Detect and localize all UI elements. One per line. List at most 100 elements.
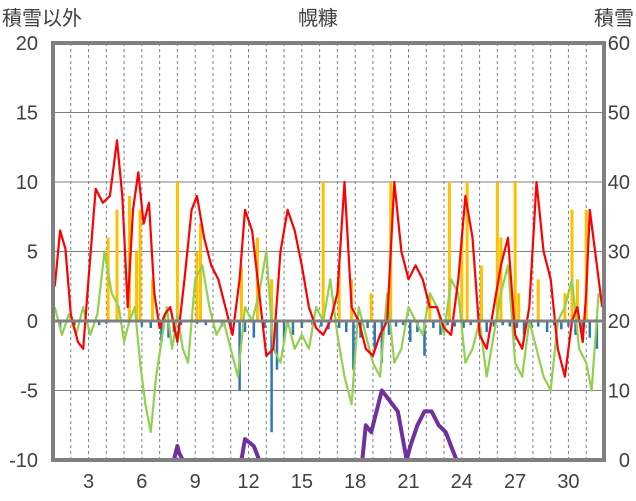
precipitation-bar-32 (380, 321, 384, 363)
right-tick-label: 10 (608, 381, 630, 403)
left-tick-label: -5 (20, 381, 38, 403)
right-tick-label: 0 (619, 450, 630, 472)
precipitation-bar-24 (320, 321, 323, 327)
x-tick-label: 9 (190, 471, 201, 493)
precipitation-bar-18 (270, 321, 273, 433)
precipitation-bar-15 (243, 321, 247, 333)
precipitation-bar-35 (401, 321, 405, 326)
right-tick-label: 50 (608, 103, 630, 125)
precipitation-bar-33 (387, 321, 391, 335)
sunshine-bar-0 (106, 237, 110, 321)
sunshine-bar-4 (138, 209, 142, 321)
x-tick-label: 21 (397, 471, 419, 493)
right-axis-ticks: 0 10 20 30 40 50 60 (608, 33, 630, 472)
precipitation-bar-48 (501, 321, 504, 326)
precipitation-bar-43 (462, 321, 465, 328)
precipitation-bar-58 (574, 321, 577, 335)
sunshine-bar-3 (135, 251, 139, 321)
dew_point-line (53, 250, 600, 434)
sunshine-bar-25 (517, 293, 521, 321)
sunshine-bar-13 (337, 265, 341, 321)
plot-frame (51, 41, 606, 462)
precipitation-bar-11 (204, 321, 208, 326)
horizontal-gridlines (53, 112, 604, 391)
sunshine-bar-24 (513, 182, 517, 321)
precipitation-bar-39 (432, 321, 435, 328)
precipitation-bar-38 (423, 321, 426, 356)
x-tick-label: 18 (344, 471, 366, 493)
sunshine-bar-21 (479, 265, 483, 321)
temperature-line (53, 139, 604, 378)
sunshine-bar-12 (321, 182, 325, 321)
precipitation-bar-34 (394, 321, 398, 327)
precipitation-bar-56 (560, 321, 563, 330)
x-tick-label: 12 (237, 471, 259, 493)
precipitation-bar-6 (160, 321, 163, 342)
bar-series-layer (58, 182, 599, 433)
precipitation-bar-51 (522, 321, 526, 335)
precipitation-bar-31 (373, 321, 376, 349)
precipitation-bar-26 (337, 321, 341, 328)
precipitation-bar-47 (492, 321, 496, 327)
chart-title: 幌糠 (298, 6, 338, 30)
x-axis-ticks: 3 6 9 12 15 18 21 24 27 30 (83, 471, 580, 493)
sunshine-bar-11 (270, 279, 274, 321)
precipitation-bar-36 (409, 321, 412, 342)
sunshine-bar-28 (570, 209, 574, 321)
precipitation-bar-30 (366, 321, 369, 328)
precipitation-bar-57 (567, 321, 570, 327)
precipitation-bar-41 (446, 321, 449, 326)
precipitation-bar-17 (263, 321, 266, 328)
sunshine-bar-19 (460, 237, 464, 321)
precipitation-bar-42 (453, 321, 456, 327)
sunshine-bar-7 (195, 251, 199, 321)
precipitation-bar-40 (439, 321, 442, 335)
precipitation-bar-54 (545, 321, 549, 333)
x-tick-label: 24 (451, 471, 473, 493)
sunshine-bar-22 (495, 182, 499, 321)
left-tick-label: 5 (27, 242, 38, 264)
sunshine-bar-9 (239, 265, 243, 321)
left-tick-label: 0 (27, 311, 38, 333)
precipitation-bar-27 (345, 321, 348, 333)
sunshine-bar-6 (175, 182, 179, 321)
sunshine-bar-29 (575, 279, 579, 321)
precipitation-bar-4 (140, 321, 144, 327)
precipitation-bar-19 (275, 321, 279, 370)
x-tick-label: 27 (504, 471, 526, 493)
precipitation-bar-2 (97, 321, 101, 326)
sunshine-bar-20 (465, 182, 469, 321)
precipitation-bar-49 (508, 321, 512, 327)
precipitation-bar-16 (252, 321, 256, 338)
precipitation-bar-61 (595, 321, 599, 349)
precipitation-bar-1 (73, 321, 76, 326)
precipitation-bar-46 (485, 321, 488, 333)
right-tick-label: 40 (608, 172, 630, 194)
precipitation-bar-5 (149, 321, 153, 328)
sunshine-bar-1 (115, 209, 119, 321)
x-tick-label: 3 (83, 471, 94, 493)
sunshine-bar-30 (584, 209, 588, 321)
left-tick-label: -10 (9, 450, 38, 472)
precipitation-bar-53 (536, 321, 540, 327)
left-tick-label: 20 (16, 33, 38, 55)
sunshine-bar-8 (199, 223, 203, 321)
precipitation-bar-44 (469, 321, 472, 326)
left-axis-ticks: -10 -5 0 5 10 15 20 (9, 33, 38, 472)
precipitation-bar-20 (282, 321, 286, 342)
precipitation-bar-28 (352, 321, 355, 370)
precipitation-bar-21 (291, 321, 295, 335)
x-tick-label: 15 (291, 471, 313, 493)
left-tick-label: 10 (16, 172, 38, 194)
right-axis-title: 積雪 (594, 7, 634, 30)
snow_depth-line (53, 388, 604, 462)
right-tick-label: 30 (608, 242, 630, 264)
sunshine-bar-15 (369, 293, 373, 321)
precipitation-bar-9 (179, 321, 183, 326)
precipitation-bar-22 (300, 321, 304, 328)
sunshine-bar-18 (447, 182, 451, 321)
x-tick-label: 6 (136, 471, 147, 493)
right-tick-label: 20 (608, 311, 630, 333)
precipitation-bar-50 (515, 321, 519, 328)
